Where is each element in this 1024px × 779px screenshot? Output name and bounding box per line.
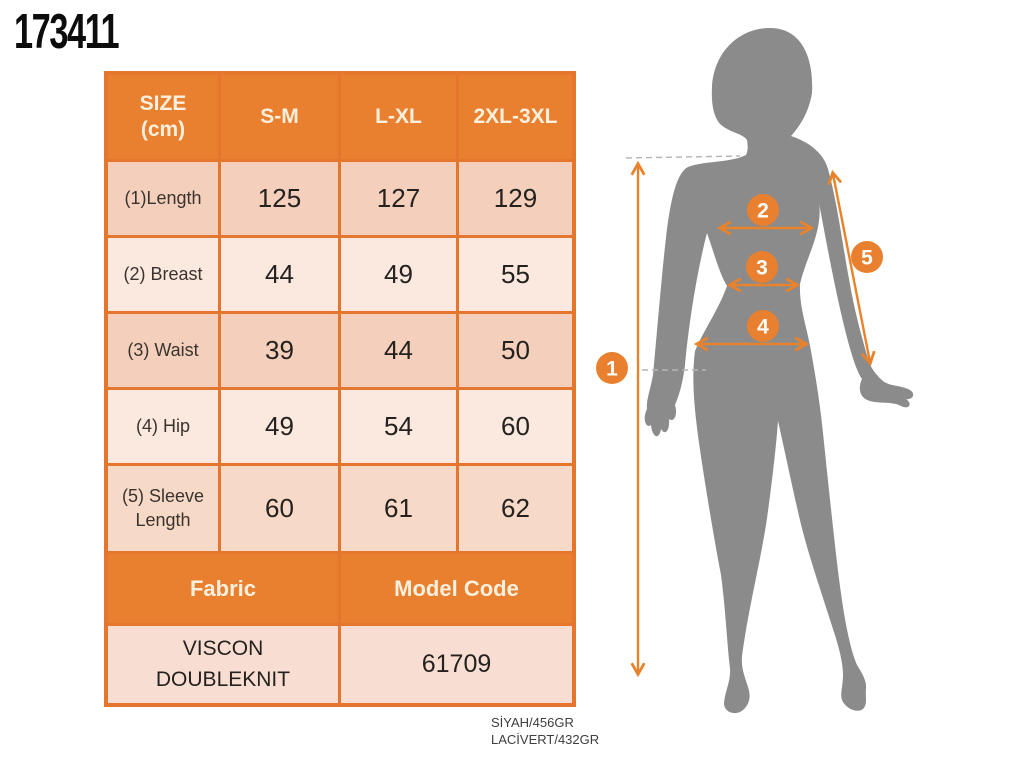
- fabric-header-cell: Fabric: [108, 554, 341, 626]
- header-cell-lxl: L-XL: [341, 75, 459, 162]
- value-hip-2xl3xl: 60: [459, 390, 572, 466]
- header-cell-size: SIZE (cm): [108, 75, 221, 162]
- measure-marker-2: 2: [747, 194, 779, 226]
- value-length-sm: 125: [221, 162, 341, 238]
- measure-marker-3: 3: [746, 251, 778, 283]
- value-sleeve-lxl: 61: [341, 466, 459, 554]
- table-row-waist: (3) Waist 39 44 50: [108, 314, 572, 390]
- model-code-header-cell: Model Code: [341, 554, 572, 626]
- female-body-silhouette: [644, 28, 914, 714]
- measure-marker-4: 4: [747, 310, 779, 342]
- footnote-line-1: SİYAH/456GR: [491, 715, 574, 730]
- row-label-sleeve: (5) Sleeve Length: [108, 466, 221, 554]
- svg-text:4: 4: [757, 316, 769, 339]
- svg-text:5: 5: [861, 247, 873, 270]
- sleeve-measure-arrow: [833, 174, 870, 362]
- value-hip-lxl: 54: [341, 390, 459, 466]
- value-breast-sm: 44: [221, 238, 341, 314]
- female-body-silhouette-diagram: 1 2 3 4 5: [596, 28, 914, 714]
- model-code-value-cell: 61709: [341, 626, 572, 703]
- table-header-row: SIZE (cm) S-M L-XL 2XL-3XL: [108, 75, 572, 162]
- measure-marker-1: 1: [596, 352, 628, 384]
- value-waist-lxl: 44: [341, 314, 459, 390]
- table-footer-header-row: Fabric Model Code: [108, 554, 572, 626]
- value-hip-sm: 49: [221, 390, 341, 466]
- header-cell-sm: S-M: [221, 75, 341, 162]
- value-breast-2xl3xl: 55: [459, 238, 572, 314]
- value-waist-2xl3xl: 50: [459, 314, 572, 390]
- row-label-breast: (2) Breast: [108, 238, 221, 314]
- value-sleeve-2xl3xl: 62: [459, 466, 572, 554]
- table-row-breast: (2) Breast 44 49 55: [108, 238, 572, 314]
- row-label-waist: (3) Waist: [108, 314, 221, 390]
- table-row-hip: (4) Hip 49 54 60: [108, 390, 572, 466]
- value-sleeve-sm: 60: [221, 466, 341, 554]
- fabric-value-cell: VISCON DOUBLEKNIT: [108, 626, 341, 703]
- table-row-sleeve: (5) Sleeve Length 60 61 62: [108, 466, 572, 554]
- table-row-length: (1)Length 125 127 129: [108, 162, 572, 238]
- color-weight-footnote: SİYAH/456GR LACİVERT/432GR: [491, 714, 599, 748]
- svg-text:3: 3: [756, 257, 768, 280]
- table-footer-value-row: VISCON DOUBLEKNIT 61709: [108, 626, 572, 703]
- value-length-2xl3xl: 129: [459, 162, 572, 238]
- product-code-title: 173411: [14, 5, 120, 59]
- value-length-lxl: 127: [341, 162, 459, 238]
- svg-text:1: 1: [606, 358, 618, 381]
- header-cell-2xl3xl: 2XL-3XL: [459, 75, 572, 162]
- value-breast-lxl: 49: [341, 238, 459, 314]
- shoulder-dashed-line: [625, 155, 741, 159]
- footnote-line-2: LACİVERT/432GR: [491, 732, 600, 747]
- row-label-hip: (4) Hip: [108, 390, 221, 466]
- row-label-length: (1)Length: [108, 162, 221, 238]
- measurement-figure: 1 2 3 4 5: [590, 13, 1020, 758]
- value-waist-sm: 39: [221, 314, 341, 390]
- svg-text:2: 2: [757, 200, 769, 223]
- size-chart-table: SIZE (cm) S-M L-XL 2XL-3XL (1)Length 125…: [104, 71, 576, 707]
- measure-marker-5: 5: [851, 241, 883, 273]
